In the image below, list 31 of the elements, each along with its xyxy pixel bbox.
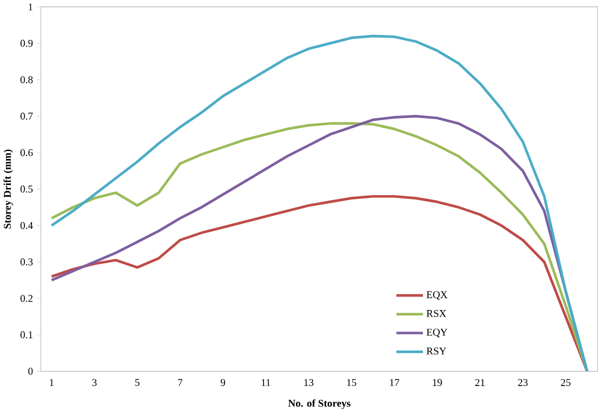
legend-label: RSY bbox=[426, 347, 446, 354]
y-tick-label: 0.3 bbox=[20, 258, 33, 266]
y-tick-label: 0.2 bbox=[20, 294, 33, 302]
x-tick-label: 21 bbox=[475, 378, 485, 386]
x-tick-label: 1 bbox=[50, 378, 54, 386]
y-tick-label: 1 bbox=[28, 3, 32, 10]
x-tick-label: 3 bbox=[92, 378, 97, 386]
x-tick-label: 25 bbox=[560, 378, 570, 386]
legend-label: EQY bbox=[426, 328, 448, 338]
x-tick-label: 5 bbox=[135, 378, 140, 386]
line-series bbox=[50, 34, 588, 372]
legend-label: RSX bbox=[426, 310, 446, 317]
x-tick-label: 19 bbox=[432, 378, 442, 386]
y-tick-label: 0.8 bbox=[20, 76, 33, 84]
y-tick-label: 0.9 bbox=[20, 40, 33, 47]
x-tick-label: 15 bbox=[347, 378, 356, 386]
x-tick-label: 9 bbox=[220, 378, 226, 386]
x-tick-label: 11 bbox=[262, 378, 270, 386]
x-tick-label: 23 bbox=[518, 378, 528, 386]
y-tick-label: 0.7 bbox=[20, 112, 33, 120]
y-tick-label: 0 bbox=[28, 368, 33, 375]
y-tick-label: 0.6 bbox=[20, 148, 33, 156]
x-axis-title: No. of Storeys bbox=[288, 399, 350, 409]
x-tick-label: 17 bbox=[390, 378, 400, 386]
legend-label: EQX bbox=[426, 291, 448, 300]
y-tick-label: 0.1 bbox=[20, 331, 32, 338]
x-tick-label: 13 bbox=[304, 378, 314, 386]
x-tick-label: 7 bbox=[178, 378, 182, 386]
y-tick-label: 0.5 bbox=[20, 185, 33, 192]
y-axis-title: Storey Drift (mm) bbox=[3, 149, 14, 228]
y-tick-label: 0.4 bbox=[20, 222, 33, 229]
